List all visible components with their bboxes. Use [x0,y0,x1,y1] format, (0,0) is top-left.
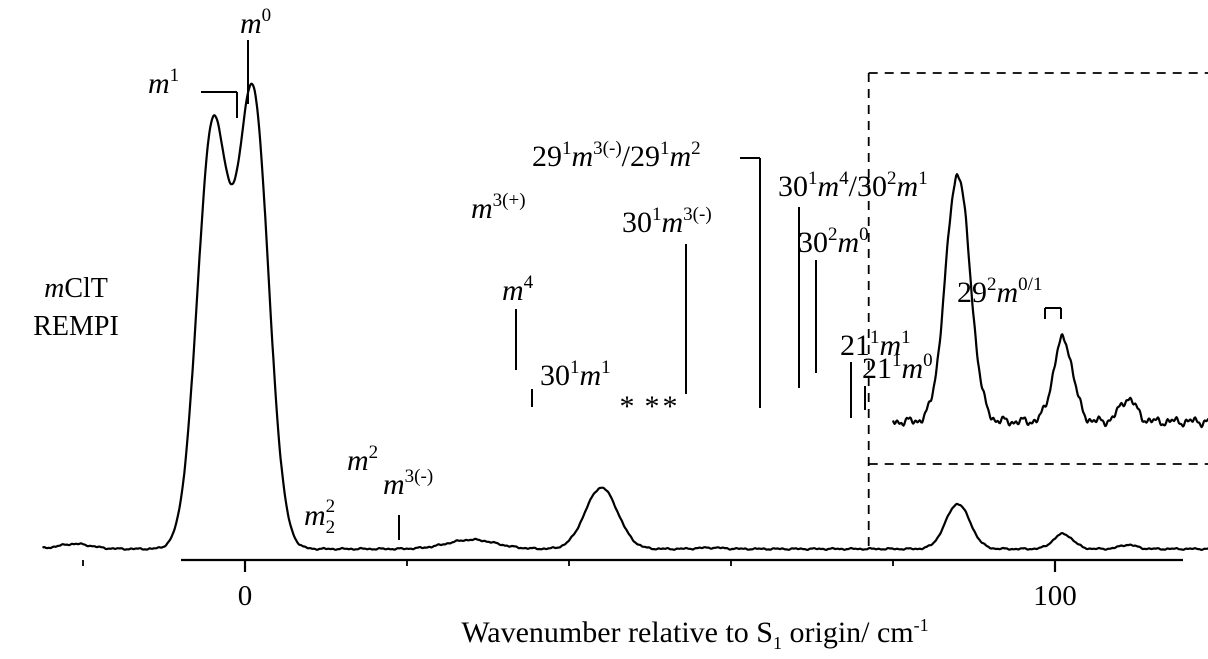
label-m0: m0 [240,5,271,40]
x-tick-label-0: 0 [238,580,253,612]
label-30-1-m3minus: 301m3(-) [622,204,712,239]
label-m4: m4 [502,272,534,307]
label-30-2-m0: 302m0 [798,224,869,259]
label-m1: m1 [148,65,179,100]
label-29-2-m01: 292m0/1 [957,274,1042,309]
x-axis: 0100200300Wavenumber relative to S1 orig… [83,560,1208,653]
label-29-1-m3minus: 291m3(-)/291m2 [532,138,701,173]
ylabel-rest: ClT [64,273,108,304]
y-axis-label: mClT REMPI [22,270,130,346]
peak-labels: m1 m0 m2 m22 m3(-) m3(+) m4 301m1 301m3(-) 291m3(… [148,5,1061,540]
label-21-1-m0: 211m0 [862,350,933,385]
inset-trace [893,174,1208,427]
label-m2-2: m22 [304,496,335,538]
asterisk-marker-3: * [663,390,678,423]
inset-box [869,73,1208,553]
label-30-1-m1: 301m1 [540,357,611,392]
x-tick-label-100: 100 [1033,580,1077,612]
label-30-1-m4: 301m4/302m1 [778,168,928,203]
label-m3minus: m3(-) [383,466,433,501]
label-m2: m2 [347,442,378,477]
x-axis-title: Wavenumber relative to S1 origin/ cm-1 [461,615,928,653]
asterisk-marker-2: * [645,390,660,423]
asterisk-marker-1: * [620,390,635,423]
label-m3plus: m3(+) [471,190,526,225]
ylabel-line2: REMPI [22,308,130,346]
ylabel-italic: m [44,273,64,304]
